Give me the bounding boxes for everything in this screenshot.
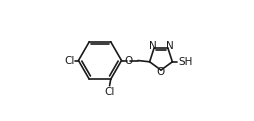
- Text: O: O: [156, 68, 165, 77]
- Text: O: O: [124, 56, 133, 65]
- Text: N: N: [148, 41, 156, 51]
- Text: Cl: Cl: [65, 56, 75, 65]
- Text: Cl: Cl: [104, 87, 114, 97]
- Text: SH: SH: [178, 57, 192, 67]
- Text: N: N: [165, 41, 173, 51]
